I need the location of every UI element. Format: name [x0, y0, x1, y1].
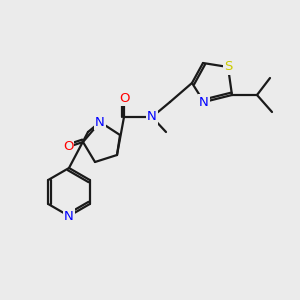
- Text: N: N: [95, 116, 105, 128]
- Text: N: N: [199, 95, 209, 109]
- Text: N: N: [147, 110, 157, 124]
- Text: O: O: [63, 140, 73, 154]
- Text: S: S: [224, 61, 232, 74]
- Text: N: N: [64, 209, 74, 223]
- Text: O: O: [119, 92, 129, 104]
